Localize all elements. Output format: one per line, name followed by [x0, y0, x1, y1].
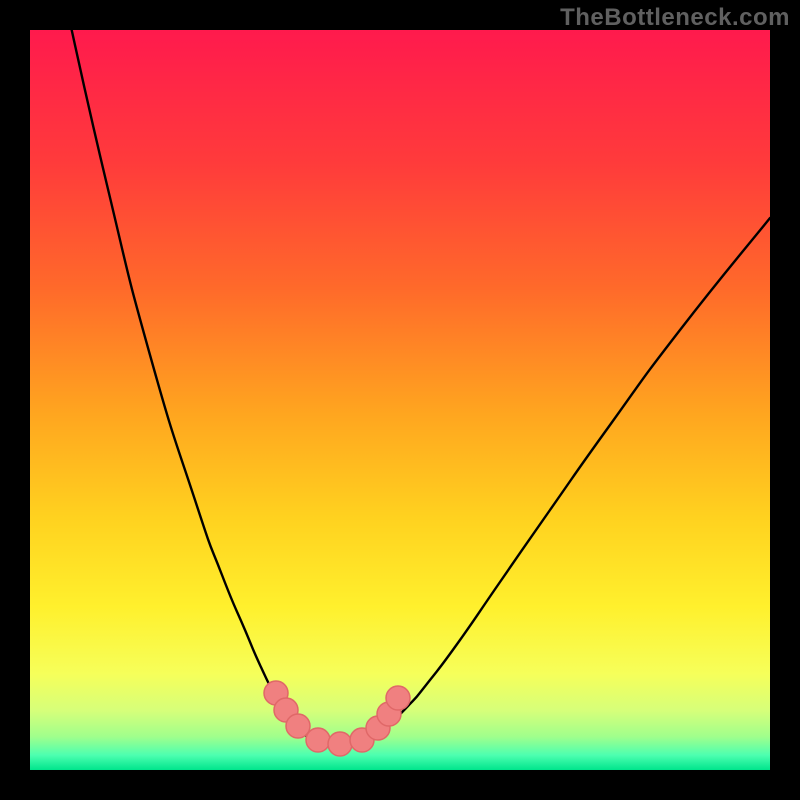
plot-background: [30, 30, 770, 770]
marker-dot: [306, 728, 330, 752]
chart-svg: [0, 0, 800, 800]
marker-dot: [328, 732, 352, 756]
marker-dot: [386, 686, 410, 710]
watermark-text: TheBottleneck.com: [560, 4, 790, 32]
chart-stage: TheBottleneck.com: [0, 0, 800, 800]
marker-dot: [286, 714, 310, 738]
